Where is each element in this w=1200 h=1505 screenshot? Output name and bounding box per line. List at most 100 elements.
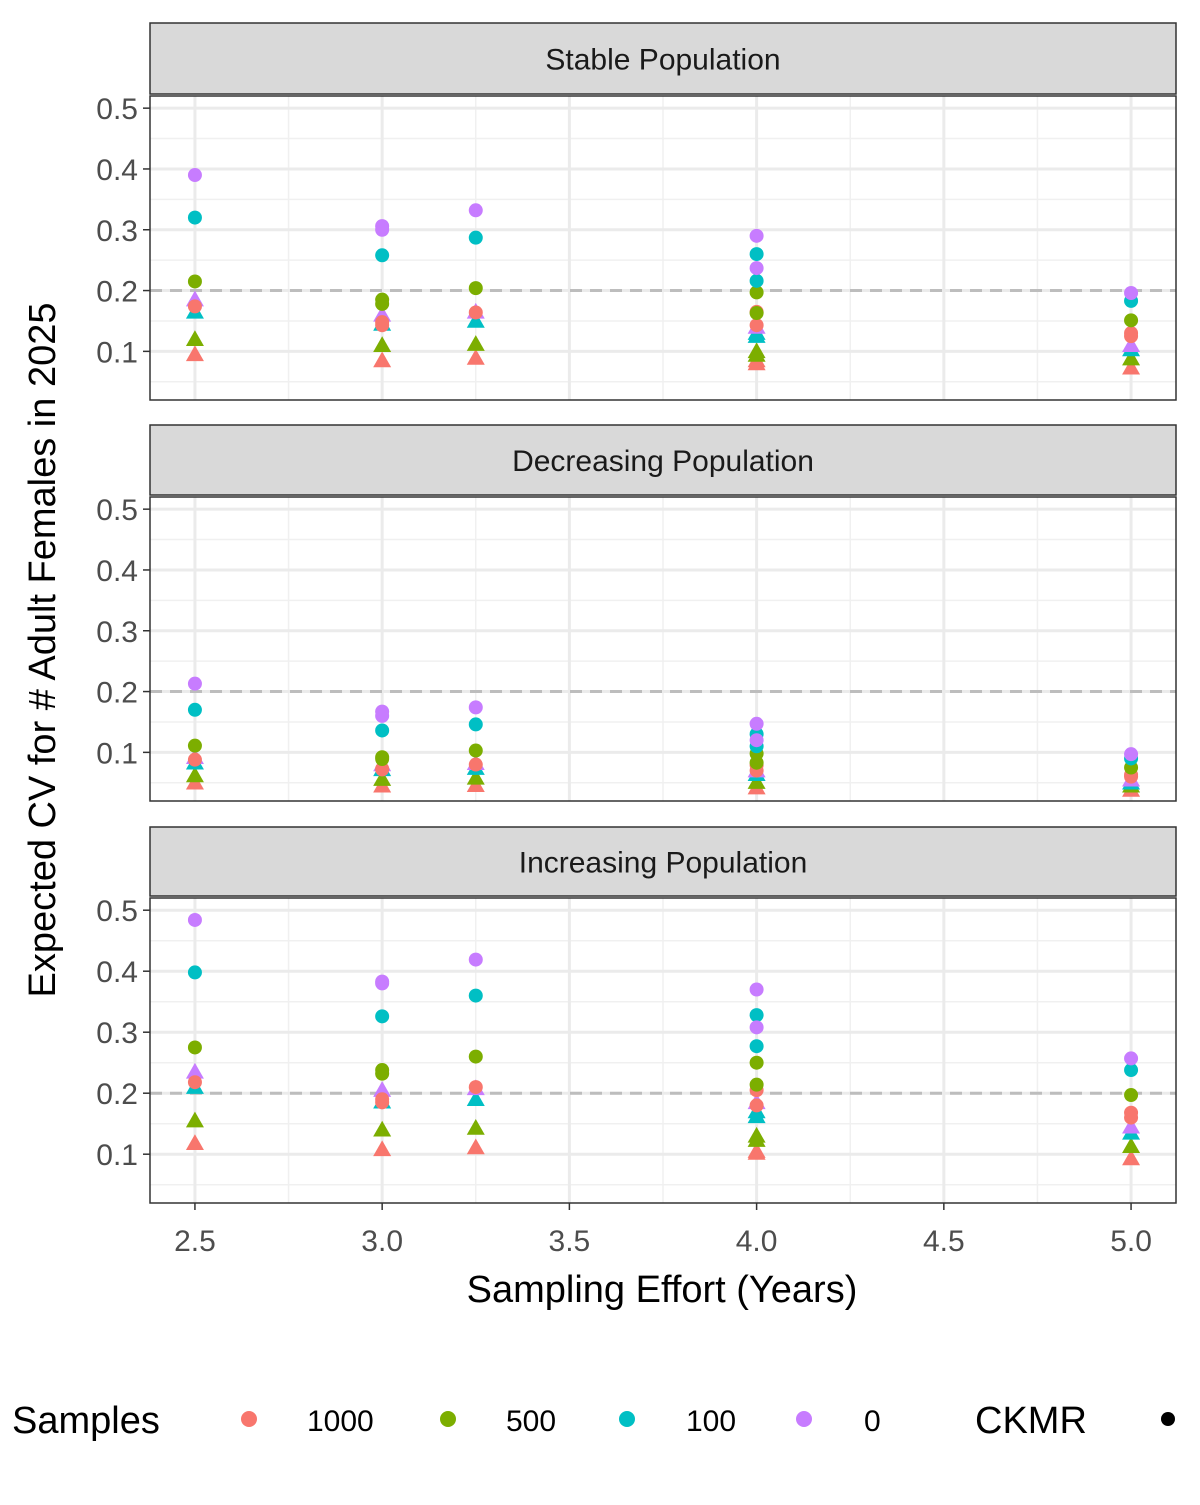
data-point-circle: [187, 676, 202, 691]
legend-key-ckmr: [1161, 1412, 1175, 1426]
panel-title: Stable Population: [545, 44, 780, 77]
legend-key-0: [796, 1411, 812, 1427]
data-point-circle: [187, 965, 202, 980]
data-point-circle: [187, 1040, 202, 1055]
data-point-triangle: [373, 1120, 392, 1137]
data-point-circle: [468, 1049, 483, 1064]
data-point-circle: [187, 168, 202, 183]
data-point-circle: [749, 1055, 764, 1070]
data-point-circle: [375, 248, 390, 263]
x-tick-label: 3.0: [361, 1225, 403, 1258]
y-tick-label: 0.1: [96, 336, 138, 369]
y-tick-label: 0.3: [96, 616, 138, 649]
data-point-circle: [468, 281, 483, 296]
data-point-circle: [1124, 1088, 1139, 1103]
data-point-circle: [749, 285, 764, 300]
data-point-triangle: [1122, 1149, 1141, 1166]
panel-0: Stable Population 0.1 0.2 0.3 0.4 0.5: [96, 22, 1177, 401]
x-axis-title: Sampling Effort (Years): [467, 1269, 858, 1311]
y-tick-label: 0.1: [96, 737, 138, 770]
data-point-circle: [1124, 1051, 1139, 1066]
legend-label-0: 0: [864, 1405, 881, 1438]
data-point-circle: [187, 738, 202, 753]
data-point-circle: [749, 1098, 764, 1113]
data-point-circle: [375, 752, 390, 767]
data-point-circle: [749, 733, 764, 748]
data-point-circle: [187, 299, 202, 314]
data-point-circle: [749, 1020, 764, 1035]
data-point-circle: [468, 203, 483, 218]
x-tick-label: 4.0: [736, 1225, 778, 1258]
data-point-triangle: [747, 1107, 766, 1124]
data-point-circle: [749, 1008, 764, 1023]
data-point-circle: [468, 230, 483, 245]
data-point-triangle: [185, 1111, 204, 1128]
y-tick-label: 0.3: [96, 215, 138, 248]
x-axis: 2.5 3.0 3.5 4.0 4.5 5.0: [174, 1203, 1152, 1258]
data-point-circle: [375, 1095, 390, 1110]
data-point-circle: [749, 273, 764, 288]
data-point-circle: [375, 976, 390, 991]
data-point-triangle: [373, 1081, 392, 1097]
y-tick-label: 0.5: [96, 494, 138, 527]
y-tick-label: 0.3: [96, 1017, 138, 1050]
data-point-triangle: [466, 335, 485, 351]
data-point-circle: [468, 700, 483, 715]
data-point-circle: [187, 752, 202, 767]
data-point-circle: [375, 318, 390, 333]
legend-key-500: [440, 1411, 456, 1427]
data-point-circle: [749, 1039, 764, 1054]
legend-key-100: [619, 1411, 635, 1427]
legend-key-1000: [241, 1411, 257, 1427]
panel-2: Increasing Population 0.1 0.2 0.3 0.4 0.5: [96, 826, 1177, 1204]
data-point-triangle: [1122, 1137, 1141, 1154]
data-point-circle: [375, 723, 390, 738]
data-point-triangle: [747, 327, 766, 343]
data-point-triangle: [1122, 349, 1141, 366]
legend-label-1000: 1000: [307, 1405, 374, 1438]
legend-ckmr-title: CKMR: [975, 1400, 1087, 1442]
data-point-circle: [375, 296, 390, 311]
y-tick-label: 0.1: [96, 1139, 138, 1172]
data-point-triangle: [466, 311, 485, 328]
data-point-triangle: [1122, 1117, 1141, 1134]
data-point-triangle: [373, 336, 392, 353]
y-tick-label: 0.2: [96, 276, 138, 309]
x-tick-label: 2.5: [174, 1225, 216, 1258]
data-point-triangle: [747, 773, 766, 789]
data-point-circle: [749, 228, 764, 243]
data-point-circle: [749, 318, 764, 333]
data-point-circle: [1124, 285, 1139, 300]
data-point-triangle: [185, 1134, 204, 1150]
data-point-circle: [187, 1075, 202, 1090]
y-tick-label: 0.2: [96, 1078, 138, 1111]
data-point-triangle: [373, 770, 392, 786]
data-point-circle: [749, 247, 764, 262]
panel-strip: [149, 22, 1177, 95]
panel-border: [149, 496, 1177, 802]
data-point-triangle: [373, 351, 392, 368]
data-point-triangle: [185, 345, 204, 362]
data-point-triangle: [373, 1140, 392, 1157]
panel-title: Increasing Population: [519, 847, 808, 880]
data-point-circle: [187, 702, 202, 717]
data-point-triangle: [185, 330, 204, 346]
data-point-triangle: [466, 768, 485, 785]
data-point-circle: [468, 988, 483, 1003]
data-point-circle: [749, 306, 764, 321]
data-point-triangle: [1122, 358, 1141, 375]
data-point-triangle: [747, 1142, 766, 1158]
y-axis-title: Expected CV for # Adult Females in 2025: [22, 303, 64, 998]
data-point-triangle: [747, 1131, 766, 1147]
panel-border: [149, 95, 1177, 401]
data-point-circle: [468, 717, 483, 732]
data-point-circle: [1124, 313, 1139, 328]
data-point-circle: [375, 1009, 390, 1024]
x-tick-label: 3.5: [549, 1225, 591, 1258]
data-point-circle: [468, 305, 483, 320]
data-point-triangle: [466, 349, 485, 365]
y-tick-label: 0.5: [96, 895, 138, 928]
panel-title: Decreasing Population: [512, 445, 814, 478]
panels-layer: Stable Population0.10.20.30.40.5Decreasi…: [96, 22, 1177, 1204]
